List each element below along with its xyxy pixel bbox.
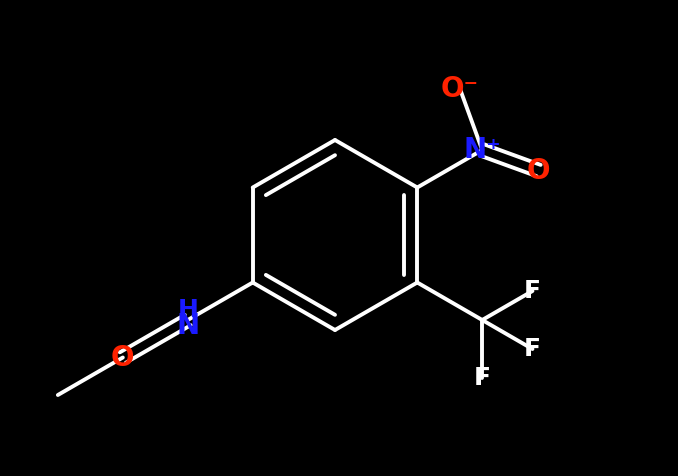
Text: O: O — [527, 157, 551, 185]
Text: F: F — [474, 366, 491, 390]
Text: F: F — [524, 279, 541, 303]
Text: N⁺: N⁺ — [463, 136, 501, 164]
Text: H: H — [178, 298, 198, 322]
Text: O⁻: O⁻ — [441, 75, 479, 103]
Text: O: O — [111, 344, 134, 371]
Text: N: N — [176, 312, 199, 340]
Text: F: F — [524, 337, 541, 361]
